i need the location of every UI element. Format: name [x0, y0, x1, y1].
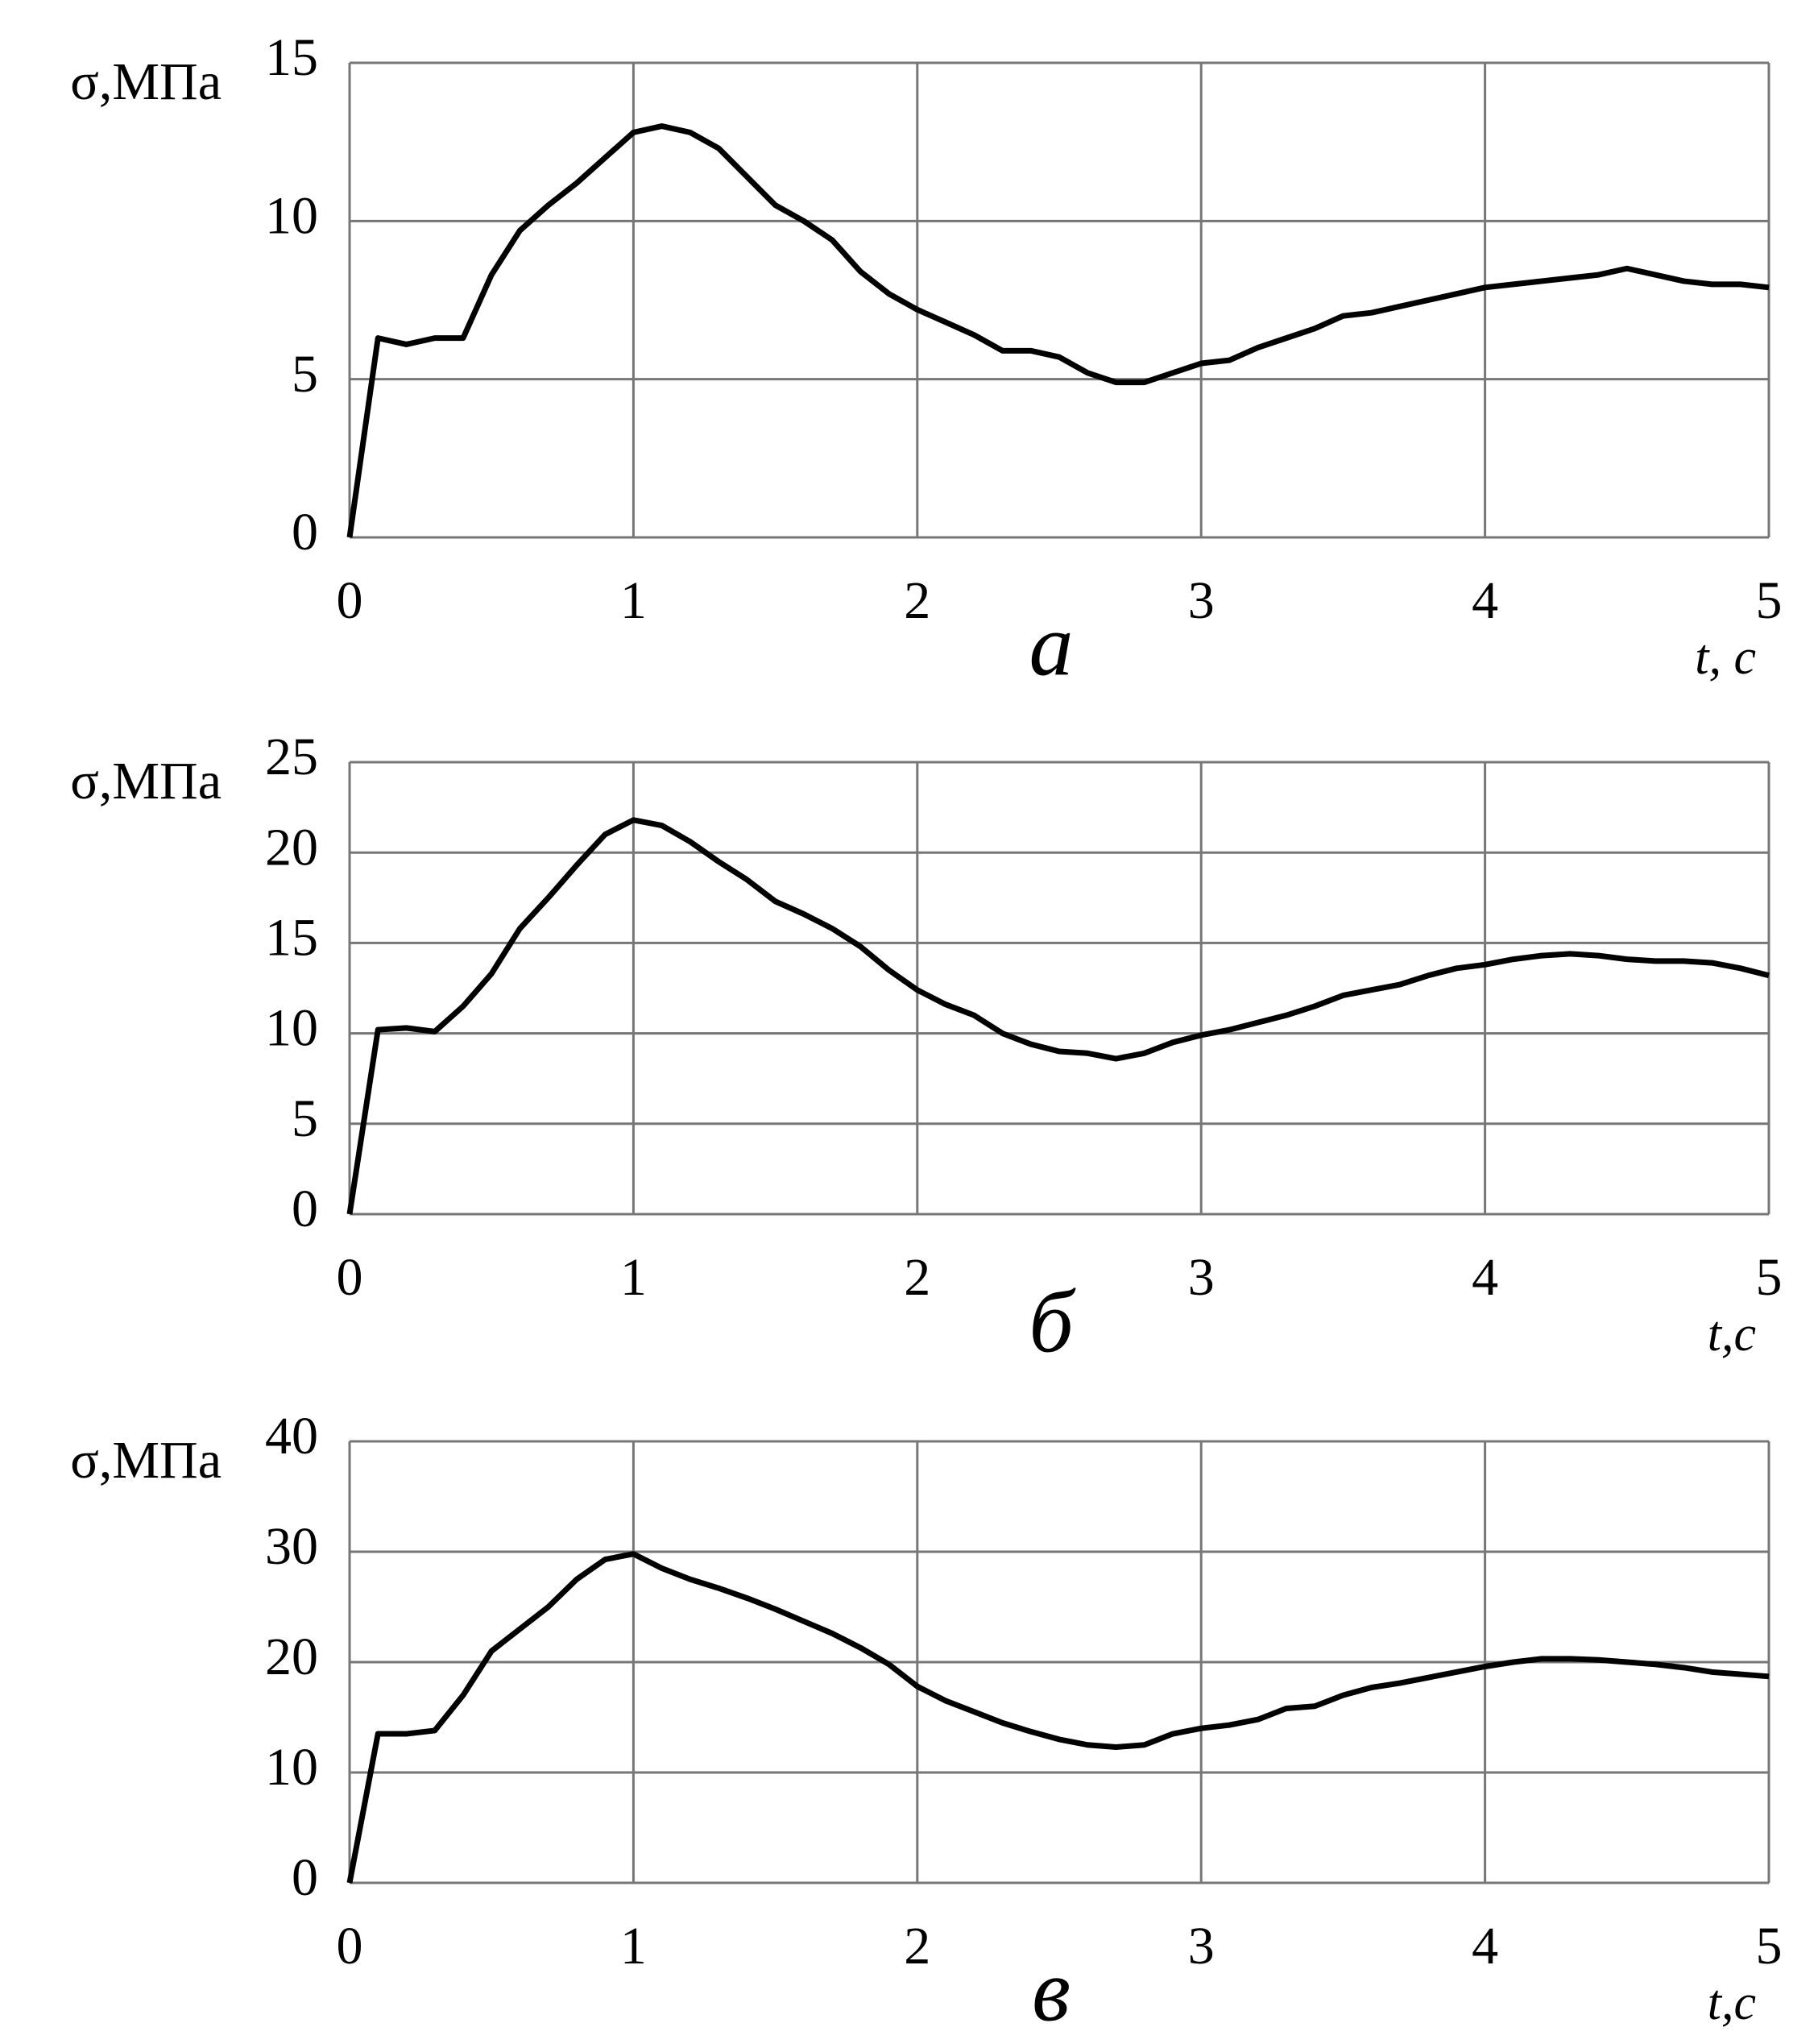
- y-tick-label: 30: [265, 1517, 318, 1576]
- panel-caption: б: [1029, 1272, 1076, 1370]
- panel-caption: а: [1029, 595, 1074, 694]
- x-tick-label: 2: [904, 1917, 930, 1976]
- y-tick-label: 0: [292, 1848, 318, 1907]
- y-tick-label: 5: [292, 1089, 318, 1148]
- x-tick-label: 3: [1188, 571, 1215, 630]
- x-tick-label: 5: [1756, 1248, 1783, 1307]
- x-tick-label: 4: [1472, 571, 1498, 630]
- data-line: [346, 817, 1770, 1215]
- data-line: [346, 1551, 1770, 1884]
- x-axis-label: t,c: [1708, 1976, 1756, 2030]
- x-tick-label: 3: [1188, 1248, 1215, 1307]
- panel-caption: в: [1032, 1941, 1071, 2039]
- x-axis-label: t, c: [1695, 630, 1756, 685]
- y-tick-label: 0: [292, 503, 318, 562]
- x-tick-label: 3: [1188, 1917, 1215, 1976]
- y-axis-label: σ,МПа: [70, 752, 222, 811]
- x-tick-label: 5: [1756, 571, 1783, 630]
- x-tick-label: 0: [337, 571, 363, 630]
- data-line: [346, 123, 1770, 538]
- x-tick-label: 1: [620, 1248, 647, 1307]
- x-tick-label: 2: [904, 1248, 930, 1307]
- y-tick-label: 20: [265, 1627, 318, 1686]
- y-tick-label: 5: [292, 345, 318, 404]
- y-tick-label: 15: [265, 28, 318, 87]
- x-tick-label: 1: [620, 1917, 647, 1976]
- y-tick-label: 10: [265, 999, 318, 1058]
- x-tick-label: 0: [337, 1917, 363, 1976]
- y-axis-label: σ,МПа: [70, 52, 222, 111]
- y-tick-label: 20: [265, 818, 318, 877]
- y-tick-label: 40: [265, 1407, 318, 1466]
- x-tick-label: 5: [1756, 1917, 1783, 1976]
- x-tick-label: 0: [337, 1248, 363, 1307]
- y-tick-label: 15: [265, 909, 318, 968]
- x-tick-label: 1: [620, 571, 647, 630]
- x-tick-label: 4: [1472, 1917, 1498, 1976]
- x-tick-label: 2: [904, 571, 930, 630]
- x-axis-label: t,c: [1708, 1307, 1756, 1362]
- y-tick-label: 25: [265, 728, 318, 786]
- y-axis-label: σ,МПа: [70, 1431, 222, 1490]
- y-tick-label: 10: [265, 1738, 318, 1797]
- y-tick-label: 10: [265, 186, 318, 245]
- x-tick-label: 4: [1472, 1248, 1498, 1307]
- y-tick-label: 0: [292, 1180, 318, 1238]
